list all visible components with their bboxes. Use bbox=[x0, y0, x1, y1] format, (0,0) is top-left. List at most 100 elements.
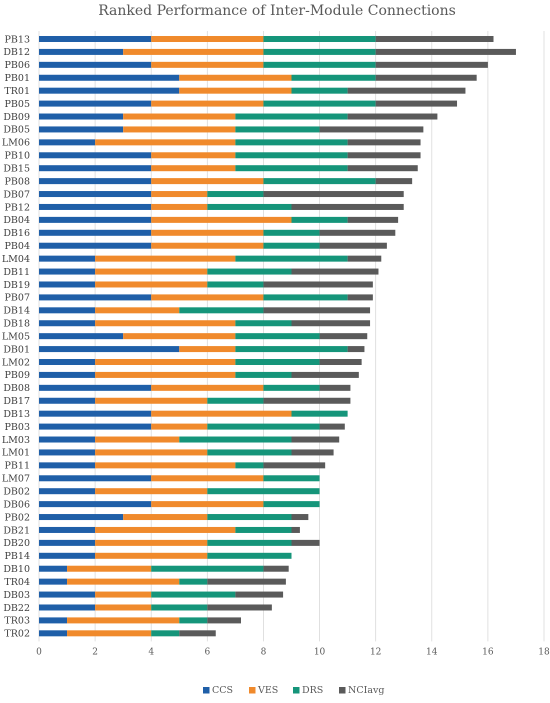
bar-lm05-ccs bbox=[39, 333, 124, 340]
bar-db17-drs bbox=[207, 397, 264, 404]
bar-db18-ves bbox=[95, 320, 236, 327]
bar-pb06-ccs bbox=[39, 61, 152, 68]
category-label-pb11: PB11 bbox=[5, 461, 30, 472]
bar-db01-drs bbox=[235, 346, 348, 353]
category-label-pb09: PB09 bbox=[5, 370, 30, 381]
bar-lm06-ves bbox=[95, 139, 236, 146]
bar-db11-ccs bbox=[39, 268, 96, 275]
category-label-db07: DB07 bbox=[3, 189, 30, 200]
bar-db21-nciavg bbox=[291, 526, 300, 533]
bar-db15-nciavg bbox=[347, 165, 418, 172]
bar-db12-nciavg bbox=[375, 48, 516, 55]
bar-pb13-ccs bbox=[39, 36, 152, 42]
x-tick-label-2: 4 bbox=[148, 647, 154, 657]
x-tick-label-1: 2 bbox=[92, 647, 98, 657]
bar-db10-nciavg bbox=[263, 565, 289, 572]
bar-pb07-ves bbox=[151, 294, 264, 301]
x-tick-label-3: 6 bbox=[204, 647, 210, 657]
bar-db20-ves bbox=[95, 539, 208, 546]
legend-label-ccs: CCS bbox=[212, 685, 233, 696]
bar-lm04-ves bbox=[95, 255, 236, 262]
x-axis-tick-labels: 0 2 4 6 8 10 12 14 16 18 bbox=[36, 647, 550, 657]
category-label-pb03: PB03 bbox=[5, 422, 30, 433]
bar-db03-ccs bbox=[39, 591, 96, 598]
category-label-db01: DB01 bbox=[3, 344, 30, 355]
bar-pb03-ccs bbox=[39, 423, 152, 430]
bar-pb02-ves bbox=[123, 514, 208, 521]
bar-lm01-ves bbox=[95, 449, 208, 456]
bar-lm06-drs bbox=[235, 139, 348, 146]
bar-pb02-drs bbox=[207, 514, 292, 521]
bar-lm06-nciavg bbox=[347, 139, 421, 146]
bar-db01-nciavg bbox=[347, 346, 365, 353]
bar-pb09-ves bbox=[95, 371, 236, 378]
category-label-lm07: LM07 bbox=[2, 474, 30, 485]
bar-lm02-ves bbox=[95, 359, 236, 365]
bar-db10-ccs bbox=[39, 565, 68, 572]
bar-lm05-nciavg bbox=[319, 333, 368, 340]
legend-swatch-ccs bbox=[203, 687, 210, 694]
bar-db04-ves bbox=[151, 216, 292, 223]
bar-db20-nciavg bbox=[291, 539, 320, 546]
category-label-db04: DB04 bbox=[3, 215, 30, 226]
category-label-db14: DB14 bbox=[3, 306, 30, 317]
bar-db17-ccs bbox=[39, 397, 96, 404]
bar-db14-nciavg bbox=[263, 307, 371, 314]
bar-db09-drs bbox=[235, 113, 348, 120]
legend-label-nciavg: NCIavg bbox=[348, 685, 384, 696]
bar-lm04-drs bbox=[235, 255, 348, 262]
bar-db18-nciavg bbox=[291, 320, 371, 327]
x-tick-label-0: 0 bbox=[36, 647, 42, 657]
bar-pb02-nciavg bbox=[291, 514, 309, 521]
bar-db12-ccs bbox=[39, 48, 124, 55]
category-label-db19: DB19 bbox=[3, 280, 30, 291]
category-label-pb08: PB08 bbox=[5, 176, 30, 187]
bar-pb03-drs bbox=[207, 423, 320, 430]
bar-tr01-drs bbox=[291, 87, 348, 94]
bar-db05-ves bbox=[123, 126, 236, 133]
bar-lm07-ves bbox=[151, 475, 264, 482]
bar-db08-drs bbox=[263, 384, 320, 391]
bar-db15-drs bbox=[235, 165, 348, 172]
bar-tr01-nciavg bbox=[347, 87, 466, 94]
bar-db09-ves bbox=[123, 113, 236, 120]
bar-pb04-nciavg bbox=[319, 242, 387, 249]
bar-db02-ves bbox=[95, 488, 208, 495]
bar-db02-drs bbox=[207, 488, 320, 495]
bar-db16-ves bbox=[151, 229, 264, 236]
legend-swatch-nciavg bbox=[339, 687, 346, 694]
legend-swatch-drs bbox=[293, 687, 300, 694]
bar-db21-drs bbox=[235, 526, 292, 533]
bar-db17-nciavg bbox=[263, 397, 351, 404]
bar-db01-ccs bbox=[39, 346, 180, 353]
bar-db07-drs bbox=[207, 191, 264, 198]
bar-pb01-ves bbox=[179, 74, 292, 81]
bar-db10-ves bbox=[67, 565, 152, 572]
category-label-db22: DB22 bbox=[3, 603, 30, 614]
bar-db06-ves bbox=[151, 501, 264, 508]
bar-db06-ccs bbox=[39, 501, 152, 508]
bar-tr03-ccs bbox=[39, 617, 68, 624]
bar-db22-nciavg bbox=[207, 604, 272, 611]
category-label-db18: DB18 bbox=[3, 319, 30, 330]
category-label-pb01: PB01 bbox=[5, 73, 30, 84]
bar-pb10-drs bbox=[235, 152, 348, 159]
bar-lm02-drs bbox=[235, 359, 320, 365]
category-label-db10: DB10 bbox=[3, 564, 30, 575]
bar-pb11-ccs bbox=[39, 462, 96, 469]
bar-lm06-ccs bbox=[39, 139, 96, 146]
bar-db14-ccs bbox=[39, 307, 96, 314]
bar-pb04-ccs bbox=[39, 242, 152, 249]
bar-pb08-ves bbox=[151, 178, 264, 185]
legend-swatch-ves bbox=[249, 687, 256, 694]
bar-db13-ccs bbox=[39, 410, 152, 417]
bar-db22-drs bbox=[151, 604, 208, 611]
bar-db22-ccs bbox=[39, 604, 96, 611]
category-label-db02: DB02 bbox=[3, 487, 30, 498]
legend-label-drs: DRS bbox=[302, 685, 323, 696]
bar-pb07-ccs bbox=[39, 294, 152, 301]
bar-tr04-nciavg bbox=[207, 578, 286, 585]
bar-pb04-ves bbox=[151, 242, 264, 249]
bar-lm03-drs bbox=[179, 436, 292, 443]
